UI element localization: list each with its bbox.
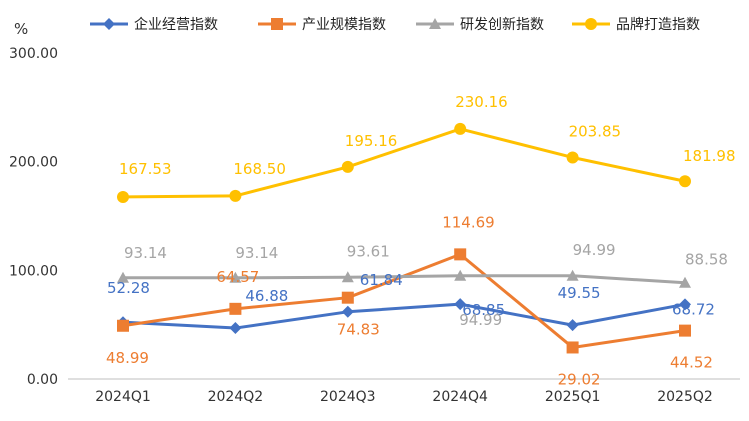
- x-tick-label: 2024Q1: [95, 389, 151, 405]
- data-point: [679, 276, 691, 288]
- legend-marker: [429, 18, 441, 29]
- data-point: [229, 189, 242, 202]
- series-line: [122, 252, 686, 349]
- data-label: 195.16: [345, 132, 398, 150]
- y-axis-unit-label: %: [14, 20, 28, 38]
- y-axis-ticks: 0.00 100.00 200.00 300.00: [9, 46, 58, 388]
- data-label: 168.50: [233, 160, 286, 178]
- data-labels: 52.28 46.88 61.84 68.85 49.55 68.72 48.99 64.57…: [106, 93, 736, 389]
- data-point: [679, 324, 691, 337]
- data-point: [341, 291, 354, 304]
- legend-label: 品牌打造指数: [616, 16, 700, 33]
- data-label: 94.99: [573, 241, 616, 259]
- data-label: 88.58: [685, 251, 728, 269]
- data-label: 93.61: [347, 242, 390, 260]
- data-label: 64.57: [216, 268, 259, 286]
- legend-marker: [271, 18, 283, 30]
- data-point: [117, 190, 129, 203]
- x-tick-label: 2025Q2: [657, 389, 713, 405]
- y-tick-label: 200.00: [9, 155, 58, 171]
- series-group: [117, 122, 691, 354]
- data-label: 181.98: [683, 147, 736, 165]
- data-label: 61.84: [360, 271, 403, 289]
- data-point: [454, 122, 467, 135]
- y-tick-label: 300.00: [9, 46, 58, 62]
- y-tick-label: 0.00: [27, 372, 58, 388]
- series-line: [122, 302, 686, 330]
- data-label: 48.99: [106, 349, 149, 367]
- legend: 企业经营指数 产业规模指数 研发创新指数 品牌打造指数: [90, 16, 700, 33]
- data-point: [566, 319, 579, 332]
- data-label: 46.88: [245, 287, 288, 305]
- x-tick-label: 2024Q2: [208, 389, 264, 405]
- data-point: [229, 302, 242, 315]
- data-label: 68.85: [462, 301, 505, 319]
- data-point: [566, 269, 579, 281]
- data-label: 167.53: [119, 160, 172, 178]
- data-label: 230.16: [455, 93, 508, 111]
- legend-label: 企业经营指数: [134, 16, 218, 33]
- data-point: [566, 341, 579, 354]
- data-point: [229, 271, 242, 283]
- legend-label: 产业规模指数: [302, 17, 386, 33]
- data-label: 52.28: [107, 279, 150, 297]
- data-point: [341, 160, 354, 173]
- data-point: [341, 305, 354, 318]
- data-point: [679, 298, 691, 311]
- data-point: [117, 271, 129, 283]
- y-tick-label: 100.00: [9, 263, 58, 279]
- data-label: 74.83: [337, 321, 380, 339]
- data-label: 68.72: [672, 300, 715, 318]
- data-point: [454, 248, 467, 261]
- data-point: [229, 322, 242, 335]
- data-point: [454, 269, 467, 281]
- data-point: [341, 271, 354, 283]
- data-label: 94.99: [459, 311, 502, 329]
- legend-label: 研发创新指数: [460, 17, 544, 33]
- data-label: 44.52: [670, 354, 713, 372]
- data-label: 93.14: [124, 244, 167, 262]
- x-tick-label: 2025Q1: [545, 389, 601, 405]
- data-point: [679, 175, 691, 188]
- legend-marker: [585, 18, 597, 30]
- x-tick-label: 2024Q4: [432, 389, 488, 405]
- data-label: 49.55: [558, 284, 601, 302]
- data-point: [566, 151, 579, 164]
- data-label: 114.69: [442, 213, 495, 231]
- data-label: 29.02: [558, 370, 601, 388]
- series-line: [122, 127, 686, 199]
- x-axis-ticks: 2024Q1 2024Q2 2024Q3 2024Q4 2025Q1 2025Q2: [95, 389, 713, 405]
- data-point: [454, 298, 467, 311]
- data-label: 93.14: [235, 244, 278, 262]
- x-tick-label: 2024Q3: [320, 389, 376, 405]
- series-line: [123, 274, 686, 285]
- legend-marker: [103, 18, 115, 30]
- data-label: 203.85: [569, 122, 622, 140]
- data-point: [117, 319, 129, 332]
